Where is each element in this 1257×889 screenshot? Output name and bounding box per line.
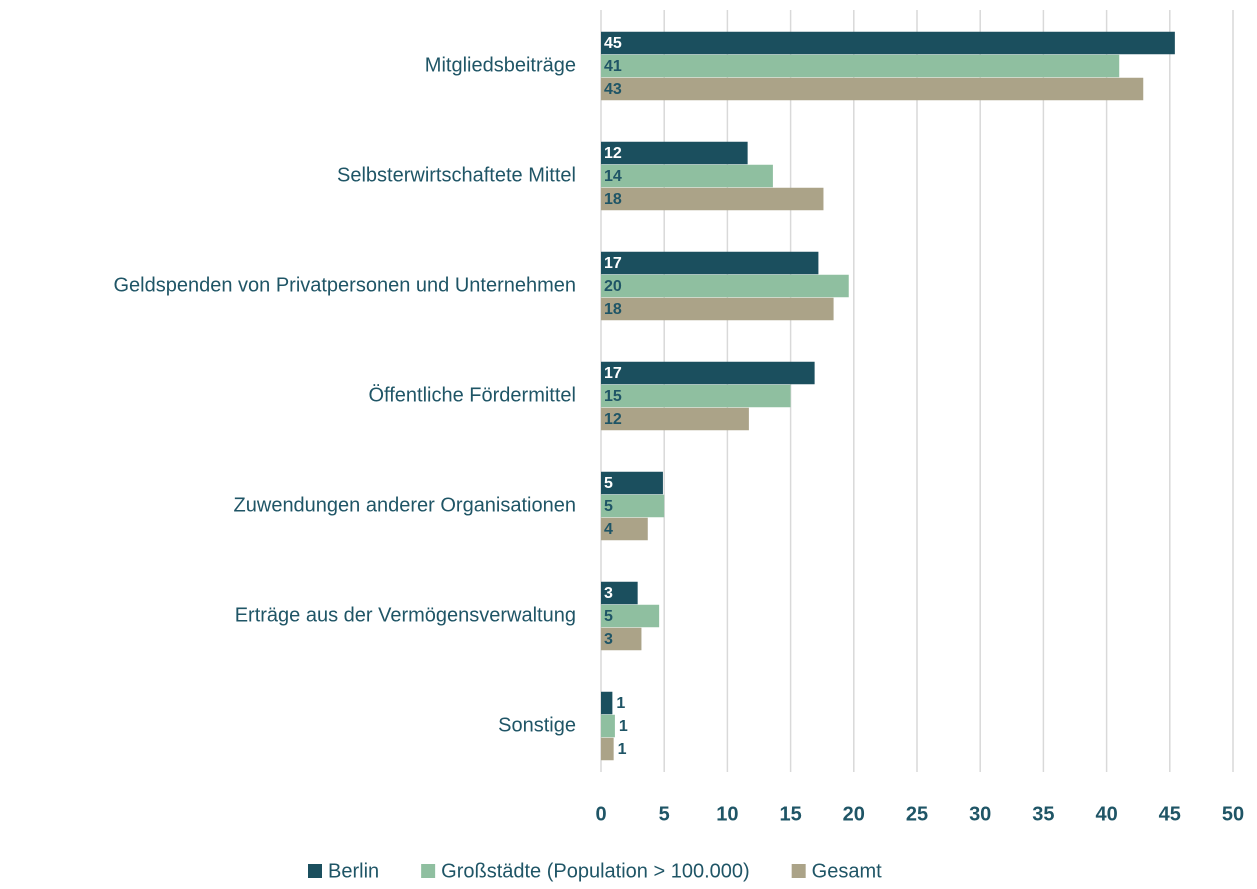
bar — [601, 164, 773, 188]
bar — [601, 407, 749, 431]
category-label: Erträge aus der Vermögensverwaltung — [235, 604, 576, 626]
category-label: Mitgliedsbeiträge — [425, 54, 576, 76]
bar — [601, 251, 819, 275]
bar — [601, 581, 638, 605]
legend-swatch — [308, 864, 322, 878]
bar — [601, 54, 1120, 78]
bar — [601, 737, 614, 761]
x-tick-label: 15 — [779, 803, 801, 825]
bar — [601, 297, 834, 321]
bar — [601, 494, 665, 518]
x-tick-label: 0 — [595, 803, 606, 825]
value-label: 45 — [604, 35, 622, 52]
value-label: 18 — [604, 191, 622, 208]
bar — [601, 187, 824, 211]
bar — [601, 31, 1175, 55]
value-label: 1 — [618, 741, 627, 758]
bar — [601, 77, 1144, 101]
category-label: Zuwendungen anderer Organisationen — [234, 494, 576, 516]
value-label: 3 — [604, 585, 613, 602]
value-label: 15 — [604, 388, 622, 405]
bar — [601, 714, 615, 738]
value-label: 12 — [604, 411, 622, 428]
category-label: Geldspenden von Privatpersonen und Unter… — [113, 274, 576, 296]
value-label: 5 — [604, 475, 613, 492]
legend-label: Großstädte (Population > 100.000) — [441, 860, 750, 882]
bar — [601, 517, 648, 541]
value-label: 18 — [604, 301, 622, 318]
value-label: 5 — [604, 608, 613, 625]
bar — [601, 141, 748, 165]
bar — [601, 691, 613, 715]
x-tick-label: 5 — [659, 803, 670, 825]
bar — [601, 361, 815, 385]
value-label: 1 — [616, 695, 625, 712]
value-label: 43 — [604, 81, 622, 98]
legend-swatch — [421, 864, 436, 878]
bar — [601, 384, 791, 408]
x-tick-label: 50 — [1222, 803, 1244, 825]
legend-label: Berlin — [328, 860, 379, 882]
value-label: 20 — [604, 278, 622, 295]
bar — [601, 627, 642, 651]
legend-label: Gesamt — [812, 860, 882, 882]
bar — [601, 274, 849, 298]
category-label: Öffentliche Fördermittel — [369, 384, 577, 406]
x-tick-label: 10 — [716, 803, 738, 825]
x-tick-label: 45 — [1159, 803, 1181, 825]
x-tick-label: 40 — [1095, 803, 1117, 825]
value-label: 17 — [604, 365, 622, 382]
x-tick-label: 30 — [969, 803, 991, 825]
value-label: 4 — [604, 521, 613, 538]
bar — [601, 471, 663, 495]
value-label: 1 — [619, 718, 628, 735]
x-tick-label: 35 — [1032, 803, 1054, 825]
x-tick-label: 20 — [843, 803, 865, 825]
x-tick-label: 25 — [906, 803, 928, 825]
value-label: 41 — [604, 58, 622, 75]
value-label: 5 — [604, 498, 613, 515]
category-label: Selbsterwirtschaftete Mittel — [337, 164, 576, 186]
value-label: 14 — [604, 168, 622, 185]
value-label: 3 — [604, 631, 613, 648]
legend-swatch — [791, 864, 806, 878]
value-label: 17 — [604, 255, 622, 272]
value-label: 12 — [604, 145, 622, 162]
category-label: Sonstige — [498, 714, 576, 736]
bar — [601, 604, 660, 628]
